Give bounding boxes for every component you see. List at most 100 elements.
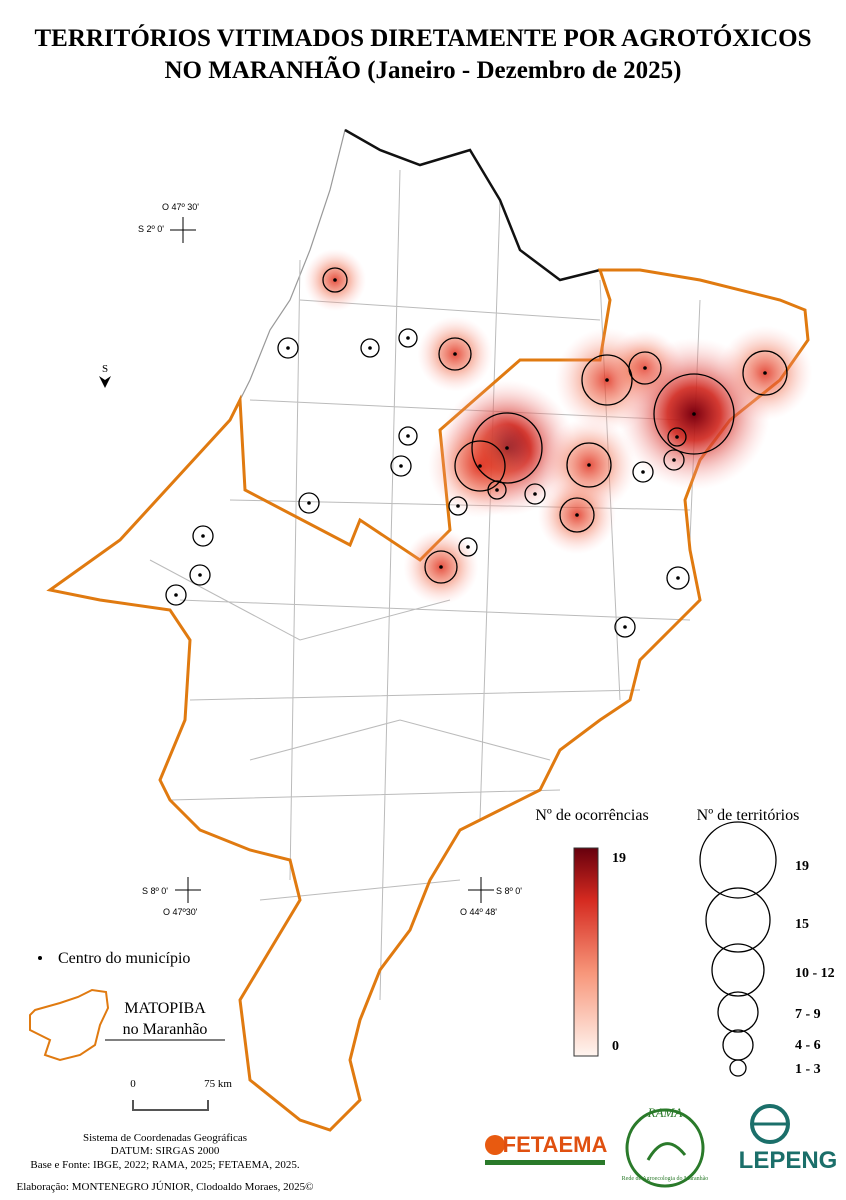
territory-circle [566,442,612,488]
matopiba-label: no Maranhão [123,1021,208,1038]
municipality-center [368,346,372,350]
territory-circle [628,351,662,385]
municipality-center [286,346,290,350]
municipality-center [453,352,457,356]
territory-circle [471,412,543,484]
lepeng-text: LEPENG [739,1147,838,1174]
municipality-center [174,593,178,597]
size-legend-circle [729,1059,747,1077]
territory-circle [581,354,633,406]
territory-circle [559,497,595,533]
municipality-center [675,435,679,439]
municipality-center [505,446,509,450]
size-legend-label: 15 [795,917,809,932]
municipality-center [623,625,627,629]
municipality-center [533,492,537,496]
coord-label: O 47º30' [163,907,198,917]
scale-start: 0 [130,1078,136,1090]
territory-circle [277,337,299,359]
coord-label: S 8º 0' [142,886,168,896]
coord-label: O 47º 30' [162,202,199,212]
color-bar-max: 19 [612,851,626,866]
municipality-center [605,378,609,382]
territory-circle [448,496,468,516]
centro-symbol [38,956,42,960]
territory-circle [524,483,546,505]
territory-circle [165,584,187,606]
source-line: DATUM: SIRGAS 2000 [111,1145,220,1157]
centro-label: Centro do município [58,950,190,967]
coordinate-marks [170,217,494,903]
territory-circle [666,566,690,590]
territory-circle [360,338,380,358]
north-arrow [99,376,111,388]
territory-circle [663,449,685,471]
size-legend-label: 10 - 12 [795,966,835,981]
title-line: NO MARANHÃO (Janeiro - Dezembro de 2025) [164,56,681,84]
size-legend: 19 15 10 - 12 7 - 9 4 - 6 1 - 3 [699,821,835,1077]
color-bar-min: 0 [612,1039,619,1054]
territory-circle [189,564,211,586]
municipality-center [495,488,499,492]
municipality-center [672,458,676,462]
territory-circle [632,461,654,483]
matopiba-symbol [29,988,110,1062]
source-line: Base e Fonte: IBGE, 2022; RAMA, 2025; FE… [30,1159,299,1171]
size-legend-label: 7 - 9 [795,1007,821,1022]
size-legend-label: 19 [795,859,809,874]
territory-circle [454,440,506,492]
matopiba-outline [46,268,810,1132]
rama-logo [625,1108,705,1188]
territory-circle [458,537,478,557]
territory-circle [653,373,735,455]
municipality-center [198,573,202,577]
size-legend-label: 4 - 6 [795,1038,821,1053]
coord-label: O 44º 48' [460,907,497,917]
size-legend-label: 1 - 3 [795,1062,821,1077]
territory-circle [614,616,636,638]
fetaema-band [485,1160,605,1165]
legend-title: Nº de ocorrências [535,807,648,824]
municipality-center [307,501,311,505]
municipality-center [478,464,482,468]
municipality-center [439,565,443,569]
municipality-center [643,366,647,370]
legend-title: Nº de territórios [697,807,800,824]
municipality-center [333,278,337,282]
municipality-center [641,470,645,474]
territory-circle [424,550,458,584]
municipality-center [406,336,410,340]
scale-end: 75 km [204,1078,232,1090]
source-line: Sistema de Coordenadas Geográficas [83,1132,247,1144]
title-line: TERRITÓRIOS VITIMADOS DIRETAMENTE POR AG… [35,24,812,52]
size-legend-circle [699,821,777,899]
territory-circle [487,480,507,500]
territory-circle [390,455,412,477]
size-legend-circle [717,991,759,1033]
scale-bar [132,1100,209,1111]
size-legend-circle [722,1029,754,1061]
municipality-center [201,534,205,538]
fetaema-logo [485,1128,605,1166]
territory-circle [192,525,214,547]
rama-leaf [646,1142,687,1161]
territory-circle [742,350,788,396]
rama-subtitle: Rede de Agroecologia do Maranhão [622,1176,709,1182]
fetaema-icon [485,1135,505,1155]
municipality-center [575,513,579,517]
matopiba-label: MATOPIBA [124,1000,206,1017]
municipality-center [587,463,591,467]
territory-circle [438,337,472,371]
municipality-center [456,504,460,508]
fetaema-text: FETAEMA [503,1132,608,1157]
municipality-center [399,464,403,468]
municipality-center [466,545,470,549]
north-label: S [102,363,108,375]
hotspots [165,248,813,638]
coord-label: S 8º 0' [496,886,522,896]
coastline [344,128,601,282]
territory-circle [667,427,687,447]
municipality-center [692,412,696,416]
